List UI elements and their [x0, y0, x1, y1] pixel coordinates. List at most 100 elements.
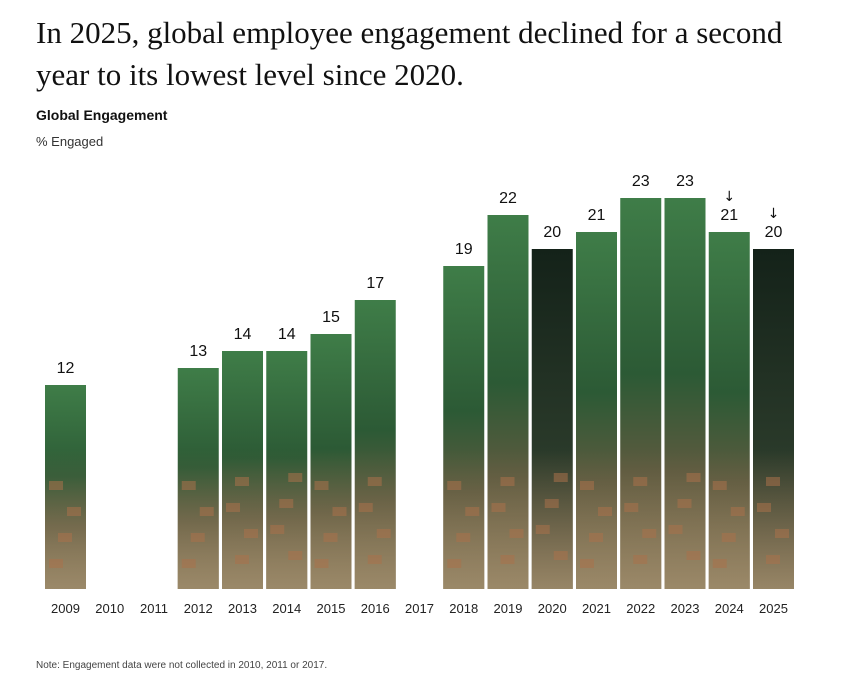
brick-texture	[553, 551, 568, 560]
bar-ground-texture-2023	[664, 449, 706, 589]
brick-texture	[288, 551, 303, 560]
brick-texture	[358, 503, 373, 512]
bar-ground-texture-2022	[620, 449, 662, 589]
brick-texture	[500, 555, 515, 564]
x-tick-label-2017: 2017	[405, 601, 434, 616]
brick-texture	[589, 533, 603, 542]
brick-texture	[624, 503, 639, 512]
value-label-2019: 22	[499, 190, 517, 207]
brick-texture	[49, 559, 63, 568]
brick-texture	[633, 477, 648, 486]
brick-texture	[580, 559, 594, 568]
bar-ground-texture-2025	[753, 449, 794, 589]
bar-ground-texture-2019	[487, 449, 529, 589]
brick-texture	[668, 525, 683, 534]
bar-ground-texture-2016	[354, 449, 396, 589]
decline-arrow-icon-2024: ↓	[723, 189, 735, 205]
value-label-2018: 19	[455, 241, 473, 258]
brick-texture	[376, 529, 391, 538]
value-label-2025: 20	[765, 224, 783, 241]
headline: In 2025, global employee engagement decl…	[36, 15, 783, 92]
brick-texture	[766, 477, 780, 486]
brick-texture	[235, 477, 249, 486]
value-label-2014: 14	[278, 326, 296, 343]
brick-texture	[235, 555, 249, 564]
value-label-2022: 23	[632, 173, 650, 190]
brick-texture	[598, 507, 612, 516]
brick-texture	[367, 555, 382, 564]
brick-texture	[199, 507, 214, 516]
brick-texture	[314, 559, 329, 568]
x-tick-label-2018: 2018	[449, 601, 478, 616]
brick-texture	[730, 507, 745, 516]
brick-texture	[323, 533, 338, 542]
brick-texture	[58, 533, 72, 542]
x-tick-label-2012: 2012	[184, 601, 213, 616]
brick-texture	[686, 551, 701, 560]
brick-texture	[535, 525, 550, 534]
x-tick-label-2019: 2019	[494, 601, 523, 616]
brick-texture	[49, 481, 63, 490]
brick-texture	[279, 499, 294, 508]
brick-texture	[775, 529, 789, 538]
bar-ground-texture-2020	[531, 449, 573, 589]
brick-texture	[447, 559, 462, 568]
brick-texture	[712, 481, 727, 490]
brick-texture	[332, 507, 347, 516]
brick-texture	[553, 473, 568, 482]
brick-texture	[465, 507, 480, 516]
brick-texture	[447, 481, 462, 490]
x-tick-label-2013: 2013	[228, 601, 257, 616]
brick-texture	[367, 477, 382, 486]
value-label-2020: 20	[543, 224, 561, 241]
brick-texture	[491, 503, 506, 512]
value-label-2021: 21	[588, 207, 606, 224]
chart-subtitle: % Engaged	[36, 134, 104, 149]
brick-texture	[226, 503, 240, 512]
brick-texture	[181, 559, 196, 568]
x-tick-label-2021: 2021	[582, 601, 611, 616]
brick-texture	[757, 503, 771, 512]
x-tick-label-2010: 2010	[95, 601, 124, 616]
value-label-2015: 15	[322, 309, 340, 326]
brick-texture	[190, 533, 205, 542]
decline-arrow-icon-2025: ↓	[768, 206, 780, 222]
x-tick-label-2023: 2023	[671, 601, 700, 616]
chart-title: Global Engagement	[36, 107, 168, 123]
brick-texture	[633, 555, 648, 564]
brick-texture	[67, 507, 81, 516]
x-tick-label-2016: 2016	[361, 601, 390, 616]
brick-texture	[288, 473, 303, 482]
brick-texture	[244, 529, 258, 538]
value-label-2016: 17	[366, 275, 384, 292]
x-tick-label-2011: 2011	[140, 601, 168, 616]
value-label-2009: 12	[57, 360, 75, 377]
bar-ground-texture-2014	[266, 449, 308, 589]
brick-texture	[721, 533, 736, 542]
x-tick-label-2009: 2009	[51, 601, 80, 616]
brick-texture	[677, 499, 692, 508]
value-label-2012: 13	[189, 343, 207, 360]
brick-texture	[544, 499, 559, 508]
brick-texture	[456, 533, 471, 542]
footnote: Note: Engagement data were not collected…	[36, 660, 328, 671]
brick-texture	[181, 481, 196, 490]
brick-texture	[712, 559, 727, 568]
value-label-2023: 23	[676, 173, 694, 190]
brick-texture	[686, 473, 701, 482]
brick-texture	[580, 481, 594, 490]
brick-texture	[766, 555, 780, 564]
x-tick-label-2024: 2024	[715, 601, 744, 616]
x-tick-label-2020: 2020	[538, 601, 567, 616]
bar-ground-texture-2013	[222, 449, 263, 589]
x-tick-label-2022: 2022	[626, 601, 655, 616]
brick-texture	[500, 477, 515, 486]
brick-texture	[509, 529, 524, 538]
brick-texture	[314, 481, 329, 490]
x-tick-label-2025: 2025	[759, 601, 788, 616]
value-label-2013: 14	[234, 326, 252, 343]
brick-texture	[642, 529, 657, 538]
value-label-2024: 21	[720, 207, 738, 224]
x-tick-label-2014: 2014	[272, 601, 301, 616]
